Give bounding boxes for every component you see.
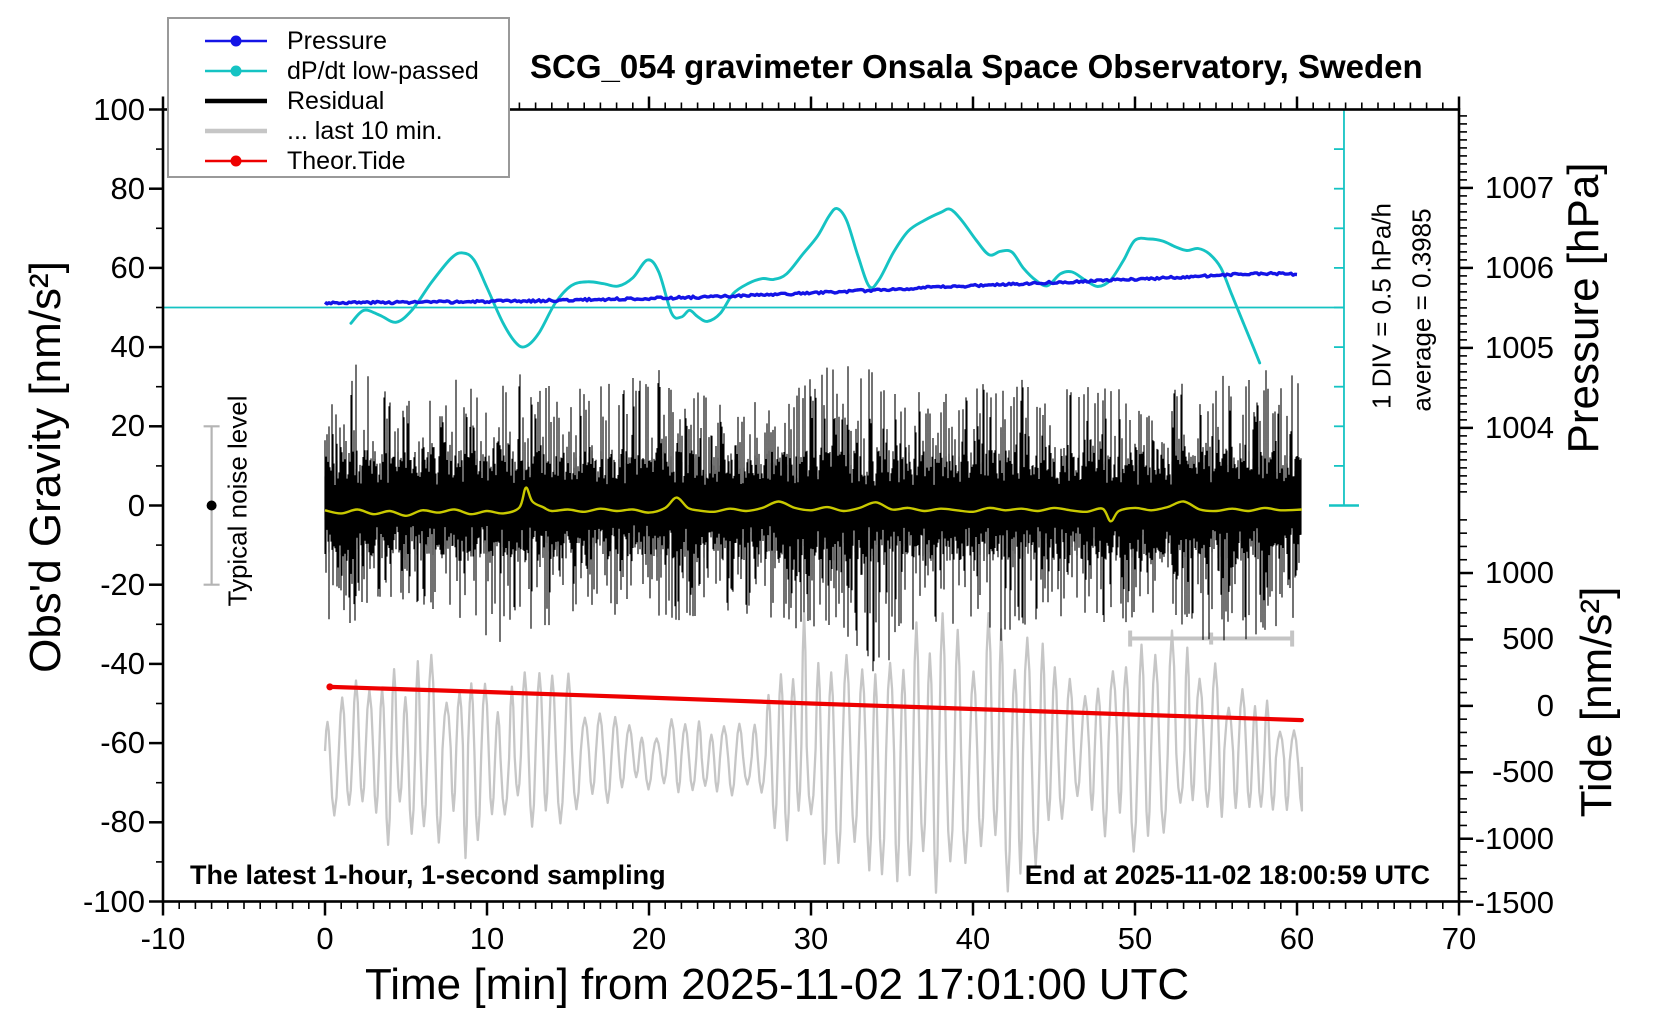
series-dpdt-path	[349, 207, 1262, 365]
gravity-tick-label: 0	[127, 487, 145, 523]
gravity-axis-label: Obs'd Gravity [nm/s²]	[21, 261, 70, 673]
legend-dot	[230, 65, 242, 77]
legend-label: ... last 10 min.	[287, 116, 443, 145]
gravity-tick-label: 60	[110, 249, 145, 285]
legend-label: Pressure	[287, 26, 388, 55]
series-last10-path	[323, 611, 1304, 894]
series-residual-smooth-path	[324, 486, 1302, 523]
legend-dot	[230, 155, 242, 167]
legend-item-last10: ... last 10 min.	[169, 116, 508, 146]
x-tick-label: 70	[1441, 921, 1477, 956]
x-tick-label: -10	[140, 921, 186, 956]
pressure-tick-label: 1007	[1485, 169, 1554, 205]
x-axis-label: Time [min] from 2025-11-02 17:01:00 UTC	[365, 960, 1190, 1009]
theor-tide-line-icon	[205, 155, 267, 167]
average-annotation: average = 0.3985	[1406, 208, 1437, 412]
typical-noise-level-annotation: Typical noise level	[222, 395, 253, 607]
gravity-tick-label: -40	[100, 645, 145, 681]
pressure-axis-label: Pressure [hPa]	[1559, 162, 1608, 454]
legend-label: Theor.Tide	[287, 146, 406, 175]
x-tick-label: 0	[316, 921, 334, 956]
legend-item-theor-tide: Theor.Tide	[169, 146, 508, 176]
gravity-tick-label: -80	[100, 804, 145, 840]
tide-axis-label: Tide [nm/s²]	[1572, 586, 1621, 818]
dpdt-line-icon	[205, 65, 267, 77]
x-tick-label: 10	[469, 921, 505, 956]
legend-dot	[230, 35, 242, 47]
series-pressure-path	[323, 270, 1298, 306]
noise-bar-dot	[206, 500, 217, 511]
gravity-tick-label: 40	[110, 329, 145, 365]
tide-tick-label: 0	[1536, 687, 1554, 723]
end-time-note: End at 2025-11-02 18:00:59 UTC	[1024, 860, 1430, 890]
pressure-tick-label: 1004	[1485, 409, 1554, 445]
legend-item-dpdt: dP/dt low-passed	[169, 56, 508, 86]
gravity-tick-label: -100	[82, 883, 145, 919]
gravity-tick-label: 80	[110, 170, 145, 206]
series-theor-tide-path	[327, 684, 1304, 723]
x-tick-label: 60	[1279, 921, 1315, 956]
tide-tick-label: 500	[1502, 621, 1554, 657]
pressure-line-icon	[205, 35, 267, 47]
legend-item-pressure: Pressure	[169, 26, 508, 56]
div-scale-annotation: 1 DIV = 0.5 hPa/h	[1366, 203, 1397, 409]
tide-tick-label: -1000	[1474, 820, 1554, 856]
pressure-tick-label: 1006	[1485, 249, 1554, 285]
legend-label: dP/dt low-passed	[287, 56, 479, 85]
gravity-tick-label: 20	[110, 408, 145, 444]
sampling-note: The latest 1-hour, 1-second sampling	[190, 860, 666, 890]
legend: Pressure dP/dt low-passed Residual ... l…	[167, 17, 510, 178]
residual-line-icon	[205, 98, 267, 104]
x-tick-label: 20	[631, 921, 667, 956]
gravity-tick-label: 100	[93, 91, 145, 127]
x-tick-label: 30	[793, 921, 829, 956]
x-tick-label: 50	[1117, 921, 1153, 956]
gravity-tick-label: -20	[100, 566, 145, 602]
plot-frame	[161, 108, 1461, 903]
x-tick-label: 40	[955, 921, 991, 956]
gravity-tick-label: -60	[100, 725, 145, 761]
tide-tick-label: 1000	[1485, 555, 1554, 591]
tide-tick-label: -500	[1491, 754, 1554, 790]
last10-line-icon	[205, 128, 267, 134]
legend-item-residual: Residual	[169, 86, 508, 116]
legend-label: Residual	[287, 86, 385, 115]
tide-tick-label: -1500	[1474, 885, 1554, 920]
page-title: SCG_054 gravimeter Onsala Space Observat…	[530, 48, 1423, 85]
pressure-tick-label: 1005	[1485, 329, 1554, 365]
